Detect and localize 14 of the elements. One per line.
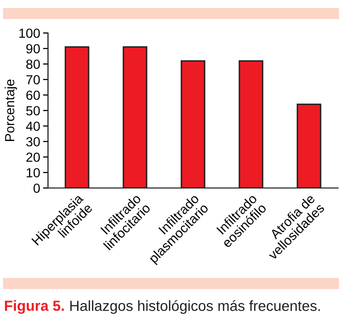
y-tick-label: 30 <box>26 137 40 146</box>
y-tick-label: 20 <box>26 152 40 162</box>
y-axis-title: Porcentaje <box>4 80 17 141</box>
y-tick-label: 90 <box>26 44 40 54</box>
y-tick-label: 60 <box>26 90 40 100</box>
y-tick-label: 80 <box>26 60 40 69</box>
y-tick-label: 70 <box>26 75 40 84</box>
text: Figura 5. <box>4 300 64 314</box>
y-tick-label: 0 <box>34 184 40 193</box>
y-tick-label: 100 <box>19 28 40 38</box>
y-tick-label: 10 <box>26 168 40 178</box>
y-tick-label: 40 <box>26 122 40 131</box>
y-tick-label: 50 <box>26 106 40 116</box>
text: Hallazgos histológicos más frecuentes. <box>70 300 320 314</box>
